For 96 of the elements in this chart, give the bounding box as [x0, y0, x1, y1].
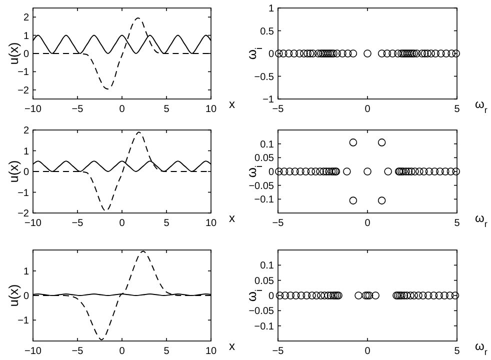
x-tick-label: 0 — [364, 346, 371, 357]
point — [286, 168, 294, 176]
point — [404, 168, 413, 176]
point — [330, 168, 338, 176]
point — [407, 168, 416, 176]
y-tick-label: 1 — [268, 4, 274, 14]
y-tick-label: −2 — [18, 85, 30, 96]
x-tick-label: 0 — [119, 346, 126, 357]
point — [316, 168, 324, 176]
y-tick-label: 1 — [23, 146, 30, 158]
point — [307, 168, 316, 176]
y-tick-label: 0.1 — [260, 139, 274, 150]
point — [411, 168, 419, 176]
point — [325, 168, 333, 176]
point — [378, 138, 386, 146]
x-tick-label: −5 — [72, 104, 84, 115]
y-tick-label: 0.05 — [254, 153, 274, 164]
point — [399, 168, 408, 176]
x-tick-label: 5 — [454, 346, 460, 357]
point — [302, 168, 310, 176]
point — [312, 168, 320, 176]
point — [291, 168, 299, 176]
x-axis-title: x — [229, 339, 235, 353]
x-axis-title: ω$_{r}$ — [475, 211, 488, 229]
point — [322, 168, 330, 176]
point — [436, 168, 444, 176]
point — [328, 168, 336, 176]
x-axis-title: ω$_{r}$ — [475, 339, 488, 357]
point — [441, 168, 450, 176]
y-tick-label: 0.5 — [260, 26, 274, 38]
x-tick-label: −5 — [272, 346, 284, 357]
y-tick-label: −0.05 — [248, 306, 274, 318]
point — [364, 168, 372, 176]
x-tick-label: 0 — [119, 104, 126, 115]
y-tick-label: 1 — [23, 266, 30, 278]
point — [320, 168, 328, 176]
point — [343, 168, 351, 176]
point — [384, 168, 392, 176]
x-tick-label: 10 — [205, 104, 217, 115]
x-tick-label: 10 — [205, 346, 217, 357]
x-axis-title: ω$_{r}$ — [475, 97, 488, 115]
y-tick-label: −0.1 — [254, 321, 274, 332]
y-tick-label: −1 — [18, 188, 30, 199]
y-tick-label: −1 — [262, 94, 274, 106]
point — [398, 168, 406, 176]
x-tick-label: 0 — [364, 104, 371, 115]
x-tick-label: 5 — [454, 218, 460, 229]
y-tick-label: −2 — [18, 208, 30, 220]
point — [296, 168, 304, 176]
y-tick-label: −1 — [18, 316, 30, 327]
point — [430, 168, 439, 176]
x-tick-label: −5 — [272, 218, 284, 229]
y-tick-label: 0 — [268, 49, 274, 60]
y-axis-title: u(x) — [6, 284, 21, 307]
y-tick-label: −0.05 — [248, 180, 274, 192]
point — [378, 196, 386, 204]
x-tick-label: 5 — [164, 218, 170, 229]
point — [280, 168, 288, 176]
y-tick-label: 0.05 — [254, 276, 274, 287]
y-tick-label: 0 — [268, 167, 274, 178]
y-tick-label: 1 — [23, 30, 30, 42]
y-axis-title: u(x) — [6, 160, 21, 183]
y-tick-label: 0.1 — [260, 260, 274, 272]
point — [446, 168, 455, 176]
point — [420, 168, 428, 176]
y-axis-title: u(x) — [6, 42, 21, 65]
y-tick-label: −0.1 — [254, 194, 274, 206]
x-tick-label: 10 — [205, 218, 217, 229]
point — [425, 168, 434, 176]
x-tick-label: 0 — [119, 218, 126, 229]
x-tick-label: 5 — [164, 346, 170, 357]
x-tick-label: −5 — [72, 346, 84, 357]
point — [274, 168, 283, 176]
point — [416, 168, 424, 176]
point — [402, 168, 410, 176]
x-tick-label: 0 — [364, 218, 371, 229]
x-axis-title: x — [229, 97, 235, 111]
y-tick-label: −1 — [18, 67, 30, 78]
x-tick-label: −10 — [24, 346, 42, 357]
point — [349, 196, 358, 204]
x-tick-label: −10 — [24, 218, 42, 229]
x-axis-title: x — [229, 211, 235, 225]
y-tick-label: 0 — [23, 167, 30, 178]
x-tick-label: 5 — [454, 104, 460, 115]
x-tick-label: −5 — [72, 218, 84, 229]
x-tick-label: −10 — [24, 104, 42, 115]
y-tick-label: −0.5 — [254, 72, 274, 83]
y-tick-label: 2 — [23, 12, 30, 24]
y-tick-label: 0 — [268, 291, 274, 302]
y-tick-label: 0 — [23, 49, 30, 60]
point — [349, 138, 358, 146]
y-tick-label: 2 — [23, 126, 30, 136]
x-tick-label: 5 — [164, 104, 170, 115]
point — [452, 168, 460, 176]
x-tick-label: −5 — [272, 104, 284, 115]
y-tick-label: 0 — [23, 291, 30, 302]
